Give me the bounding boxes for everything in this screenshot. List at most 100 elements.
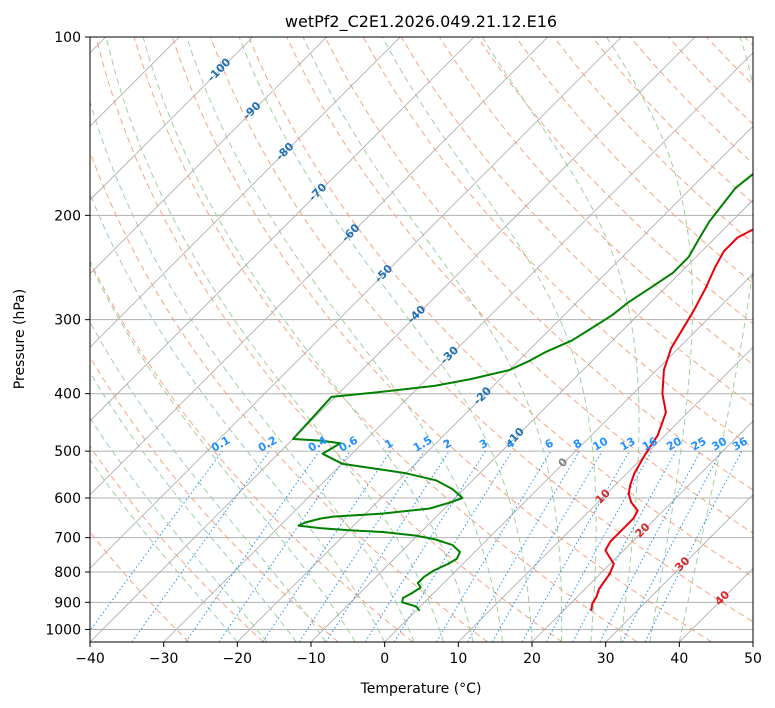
x-tick-label: −40 — [75, 651, 105, 667]
grid-layer — [90, 37, 753, 642]
x-tick-label: 10 — [449, 651, 467, 667]
isotherm — [679, 567, 753, 642]
isopleth-label-layer: 0.1 0.2 0.4 0.6 1 1.5 2 3 4 6 8 10 13 16 20 25 30 36-100-… — [205, 55, 750, 608]
x-axis-label: Temperature (°C) — [360, 681, 482, 697]
moist-adiabat — [90, 417, 268, 642]
moist-adiabat — [90, 371, 297, 642]
isotherm — [237, 125, 753, 642]
mixing-ratio-line — [572, 450, 677, 642]
mixing-ratio-line — [90, 450, 223, 632]
dry-adiabat — [133, 37, 638, 642]
y-axis-label: Pressure (hPa) — [12, 289, 28, 389]
isotherm — [90, 37, 401, 348]
mixing-ratio-label: 2 — [441, 437, 454, 452]
isotherm-label: -80 — [273, 140, 296, 163]
mixing-ratio-line — [393, 450, 513, 642]
dry-adiabat — [95, 37, 563, 642]
mixing-ratio-line — [131, 450, 270, 642]
mixing-ratio-line — [599, 450, 701, 642]
dry-adiabat — [90, 356, 339, 642]
isotherm-label: -90 — [240, 99, 263, 122]
moist-adiabat — [90, 99, 415, 642]
mixing-ratio-line — [325, 450, 450, 642]
moist-adiabat — [606, 37, 693, 642]
x-tick-label: 30 — [597, 651, 615, 667]
isotherm — [90, 37, 548, 496]
x-tick-label: −20 — [223, 651, 253, 667]
moist-adiabat — [105, 37, 445, 642]
dewpoint-profile — [292, 172, 753, 612]
y-tick-label: 700 — [54, 531, 81, 547]
moist-adiabat — [90, 192, 386, 642]
mixing-ratio-line — [364, 450, 486, 642]
dry-adiabat — [210, 37, 753, 623]
x-axis: −40 −30 −20 −10 0 10 20 30 40 50 — [75, 642, 762, 667]
dry-adiabat — [90, 259, 414, 642]
y-tick-label: 1000 — [45, 622, 81, 638]
isotherm-label: -50 — [372, 262, 395, 285]
isotherm — [90, 37, 622, 569]
mixing-ratio-line — [218, 450, 351, 642]
moist-adiabat — [142, 37, 474, 642]
isotherm — [90, 37, 327, 275]
dry-adiabat — [706, 37, 753, 86]
moist-adiabat — [302, 37, 563, 642]
dry-adiabat — [248, 37, 753, 578]
isotherm-label: -20 — [471, 384, 494, 407]
moist-adiabat — [481, 37, 640, 642]
dry-adiabat — [744, 37, 753, 47]
isotherm — [310, 199, 753, 642]
dry-adiabat — [90, 531, 190, 642]
moist-adiabat — [90, 459, 238, 642]
isotherm — [605, 494, 753, 642]
data-layer — [292, 172, 753, 612]
x-tick-label: −30 — [149, 651, 179, 667]
mixing-ratio-line — [298, 450, 425, 642]
moist-adiabat — [381, 37, 597, 642]
y-tick-label: 600 — [54, 491, 81, 507]
isotherm — [90, 37, 475, 422]
isotherm-label: 40 — [712, 588, 732, 608]
temperature-profile — [590, 228, 753, 611]
isotherm — [531, 420, 753, 642]
isotherm-label: -30 — [438, 343, 461, 366]
moist-adiabat — [90, 321, 327, 642]
dry-adiabat — [591, 37, 753, 204]
plot-frame — [89, 36, 754, 643]
mixing-ratio-line — [545, 450, 653, 642]
y-tick-label: 900 — [54, 595, 81, 611]
y-axis: 100 200 300 400 500 600 700 800 900 1000 — [45, 30, 90, 638]
x-tick-label: 50 — [744, 651, 762, 667]
x-tick-label: 40 — [670, 651, 688, 667]
x-tick-label: 20 — [523, 651, 541, 667]
isotherm — [90, 37, 254, 201]
dry-adiabat — [515, 37, 753, 284]
isotherm — [752, 641, 753, 642]
mixing-ratio-line — [262, 450, 392, 642]
dry-adiabat — [90, 445, 264, 642]
moist-adiabat — [238, 37, 533, 642]
isotherm — [163, 52, 753, 642]
y-tick-label: 400 — [54, 387, 81, 403]
isotherm — [90, 37, 696, 642]
isotherm — [458, 346, 753, 642]
isotherm-label: 0 — [556, 455, 571, 470]
dry-adiabat — [553, 37, 753, 244]
y-tick-label: 100 — [54, 30, 81, 46]
dry-adiabat — [171, 37, 712, 642]
mixing-ratio-label: 6 — [543, 436, 556, 451]
y-tick-label: 500 — [54, 444, 81, 460]
chart-title: wetPf2_C2E1.2026.049.21.12.E16 — [285, 12, 557, 32]
mixing-ratio-line — [644, 450, 743, 642]
isotherm-label: -70 — [306, 180, 329, 203]
moist-adiabat — [678, 37, 753, 642]
mixing-ratio-line — [185, 450, 320, 642]
y-tick-label: 300 — [54, 313, 81, 329]
moist-adiabat — [186, 37, 503, 642]
dry-adiabat — [324, 37, 753, 491]
dry-adiabat — [668, 37, 753, 125]
mixing-ratio-line — [467, 450, 580, 642]
y-tick-label: 800 — [54, 565, 81, 581]
dry-adiabat — [286, 37, 753, 534]
isotherm-label: -40 — [405, 303, 428, 326]
